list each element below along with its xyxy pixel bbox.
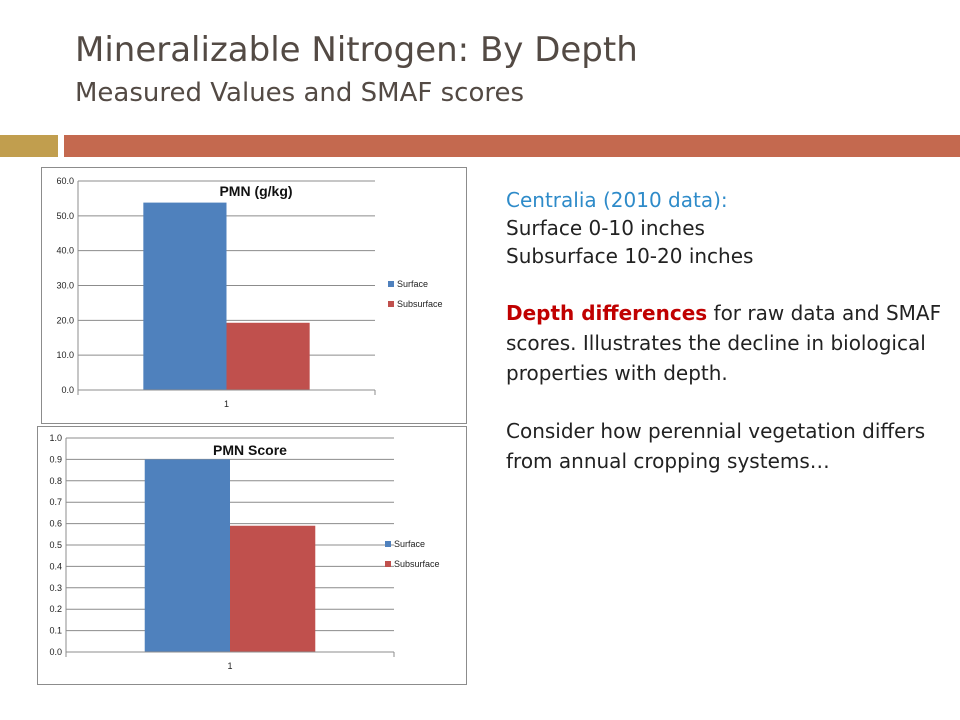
text-consider: Consider how perennial vegetation differ… [506, 419, 926, 473]
title-block: Mineralizable Nitrogen: By Depth Measure… [75, 28, 935, 110]
y-tick-label: 0.4 [49, 561, 62, 571]
text-emphasis: Depth differences [506, 301, 708, 325]
pmn-chart-svg: 0.0 10.0 20.0 30.0 40.0 50.0 60.0 1 PMN (g/kg) Su… [56, 176, 443, 409]
y-tick-label: 0.0 [61, 385, 74, 395]
bar-surface [144, 459, 230, 652]
y-tick-label: 1.0 [49, 433, 62, 443]
legend-label-surface: Surface [397, 279, 428, 289]
y-tick-label: 0.3 [49, 583, 62, 593]
text-heading: Centralia (2010 data): [506, 188, 728, 212]
legend-label-surface: Surface [394, 539, 425, 549]
slide-subtitle: Measured Values and SMAF scores [75, 78, 525, 108]
y-tick-label: 10.0 [56, 350, 74, 360]
y-tick-label: 20.0 [56, 315, 74, 325]
accent-bar-rust [64, 135, 960, 157]
chart-title: PMN (g/kg) [219, 183, 292, 199]
x-tick-label: 1 [224, 399, 229, 409]
bar-surface [143, 202, 227, 390]
bar-subsurface [226, 322, 310, 390]
legend-swatch-subsurface [385, 561, 391, 567]
pmn-score-chart: 0.0 0.1 0.2 0.3 0.4 0.5 0.6 0.7 0.8 0.9 1.0 1 PMN Sc… [37, 426, 467, 685]
accent-bar-gold [0, 135, 58, 157]
y-tick-label: 0.1 [49, 626, 62, 636]
legend-swatch-surface [388, 281, 394, 287]
legend-label-subsurface: Subsurface [397, 299, 443, 309]
pmn-chart: 0.0 10.0 20.0 30.0 40.0 50.0 60.0 1 PMN (g/kg) Su… [41, 167, 467, 424]
text-subsurface-depth: Subsurface 10-20 inches [506, 244, 754, 268]
bar-subsurface [230, 525, 316, 652]
legend-swatch-subsurface [388, 301, 394, 307]
y-tick-label: 50.0 [56, 211, 74, 221]
y-tick-label: 0.2 [49, 604, 62, 614]
slide-title: Mineralizable Nitrogen: By Depth [75, 30, 638, 70]
text-depth-differences: Depth differences for raw data and SMAF … [506, 298, 946, 388]
y-tick-label: 0.9 [49, 454, 62, 464]
y-tick-label: 0.6 [49, 519, 62, 529]
y-tick-label: 0.7 [49, 497, 62, 507]
legend-swatch-surface [385, 541, 391, 547]
pmn-score-chart-svg: 0.0 0.1 0.2 0.3 0.4 0.5 0.6 0.7 0.8 0.9 1.0 1 PMN Sc… [49, 433, 440, 671]
x-tick-label: 1 [227, 661, 232, 671]
text-panel: Centralia (2010 data): Surface 0-10 inch… [506, 186, 946, 476]
y-tick-label: 0.5 [49, 540, 62, 550]
chart-title: PMN Score [213, 442, 287, 458]
text-surface-depth: Surface 0-10 inches [506, 216, 705, 240]
y-tick-label: 0.8 [49, 476, 62, 486]
text-depth-differences-rest: for raw data and SMAF scores. Illustrate… [506, 301, 942, 385]
y-tick-label: 60.0 [56, 176, 74, 186]
y-tick-label: 30.0 [56, 281, 74, 291]
y-tick-label: 0.0 [49, 647, 62, 657]
legend-label-subsurface: Subsurface [394, 559, 440, 569]
y-tick-label: 40.0 [56, 246, 74, 256]
